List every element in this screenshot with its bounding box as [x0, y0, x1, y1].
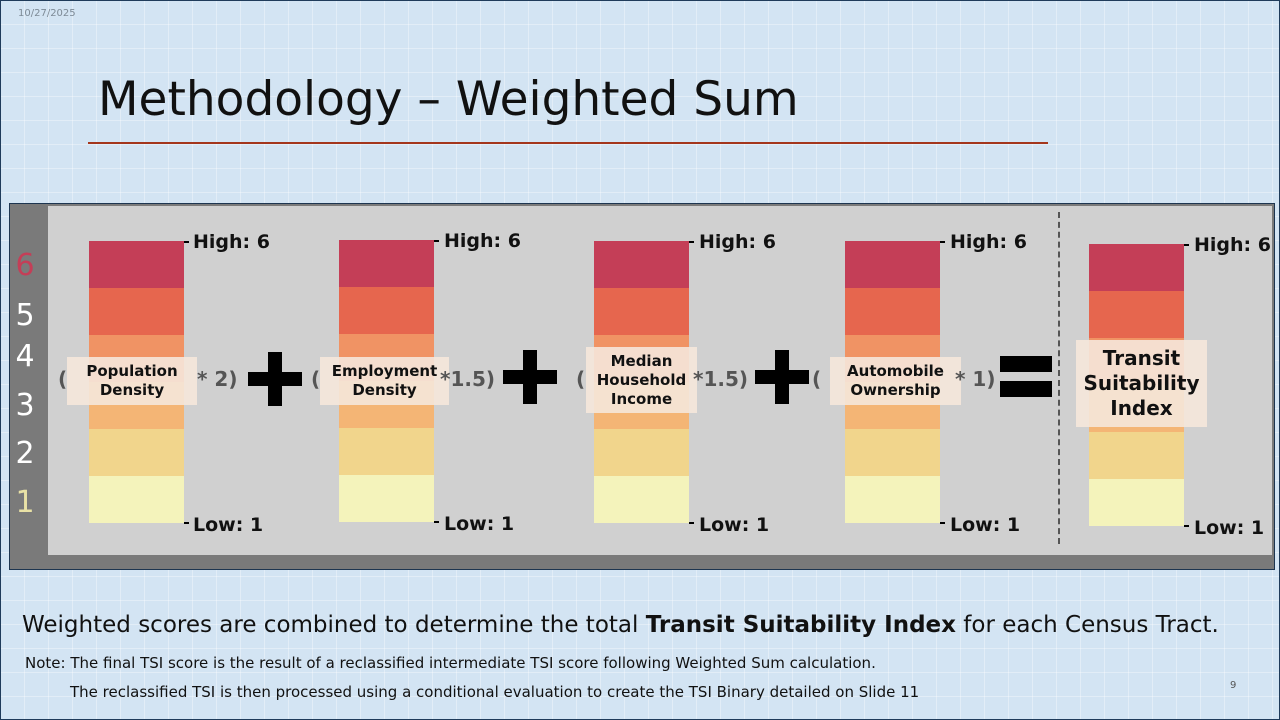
bar-segment-1 — [845, 476, 940, 523]
high-tick — [434, 240, 439, 242]
bar-segment-6 — [1089, 244, 1184, 291]
equals-icon-top — [1000, 356, 1052, 372]
high-tick — [184, 241, 189, 243]
high-label: High: 6 — [950, 231, 1027, 253]
title-underline — [88, 142, 1048, 144]
high-label: High: 6 — [1194, 234, 1271, 256]
low-label: Low: 1 — [193, 514, 264, 536]
scale-number-3: 3 — [15, 388, 35, 423]
high-tick — [940, 241, 945, 243]
open-paren: ( — [576, 367, 586, 391]
bar-segment-6 — [845, 241, 940, 288]
open-paren: ( — [58, 367, 68, 391]
scale-number-5: 5 — [15, 298, 35, 333]
bar-segment-5 — [594, 288, 689, 335]
low-label: Low: 1 — [444, 513, 515, 535]
dashed-divider — [1058, 212, 1060, 544]
low-tick — [940, 522, 945, 524]
bar-segment-2 — [845, 429, 940, 476]
weight-multiplier: * 2) — [197, 367, 238, 391]
weight-multiplier: *1.5) — [440, 367, 496, 391]
open-paren: ( — [812, 367, 822, 391]
summary-text: Weighted scores are combined to determin… — [22, 612, 1219, 638]
bar-segment-1 — [1089, 479, 1184, 526]
page-number: 9 — [1230, 680, 1237, 691]
bar-segment-6 — [594, 241, 689, 288]
summary-bold-term: Transit Suitability Index — [645, 612, 956, 638]
bar-segment-6 — [339, 240, 434, 287]
note-line-2: The reclassified TSI is then processed u… — [70, 683, 920, 701]
low-label: Low: 1 — [950, 514, 1021, 536]
scale-number-6: 6 — [15, 248, 35, 283]
median-household-income-label: Median Household Income — [586, 347, 697, 413]
open-paren: ( — [311, 367, 321, 391]
bar-segment-1 — [594, 476, 689, 523]
automobile-ownership-label: Automobile Ownership — [830, 357, 961, 405]
high-label: High: 6 — [193, 231, 270, 253]
plus-icon — [755, 350, 809, 404]
high-tick — [689, 241, 694, 243]
weight-multiplier: *1.5) — [693, 367, 749, 391]
low-tick — [184, 522, 189, 524]
scale-number-2: 2 — [15, 436, 35, 471]
scale-number-1: 1 — [15, 485, 35, 520]
low-label: Low: 1 — [1194, 517, 1265, 539]
high-label: High: 6 — [699, 231, 776, 253]
bar-segment-5 — [339, 287, 434, 334]
bar-segment-5 — [89, 288, 184, 335]
low-tick — [689, 522, 694, 524]
employment-density-label: Employment Density — [320, 357, 449, 405]
bar-segment-2 — [89, 429, 184, 476]
bar-segment-2 — [594, 429, 689, 476]
equals-icon-bottom — [1000, 381, 1052, 397]
high-tick — [1184, 244, 1189, 246]
bar-segment-5 — [1089, 291, 1184, 338]
bar-segment-1 — [89, 476, 184, 523]
weight-multiplier: * 1) — [955, 367, 996, 391]
bar-segment-6 — [89, 241, 184, 288]
plus-icon — [248, 352, 302, 406]
slide-title: Methodology – Weighted Sum — [98, 72, 799, 127]
population-density-label: Population Density — [67, 357, 197, 405]
transit-suitability-index-label: Transit Suitability Index — [1076, 340, 1207, 427]
low-tick — [1184, 525, 1189, 527]
note-line-1: Note: The final TSI score is the result … — [25, 654, 876, 672]
bar-segment-5 — [845, 288, 940, 335]
bar-segment-2 — [339, 428, 434, 475]
low-label: Low: 1 — [699, 514, 770, 536]
high-label: High: 6 — [444, 230, 521, 252]
low-tick — [434, 521, 439, 523]
scale-number-4: 4 — [15, 339, 35, 374]
bar-segment-2 — [1089, 432, 1184, 479]
plus-icon — [503, 350, 557, 404]
slide-date: 10/27/2025 — [18, 8, 76, 19]
bar-segment-1 — [339, 475, 434, 522]
